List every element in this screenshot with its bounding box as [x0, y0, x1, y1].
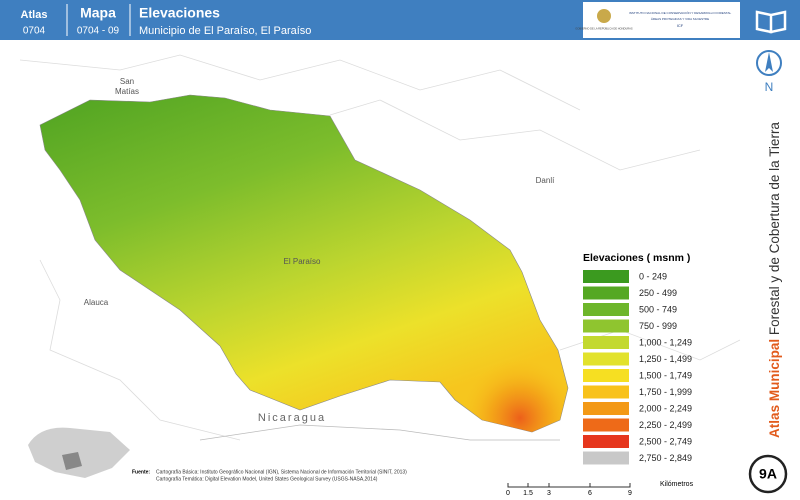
source-line: Cartografía Básica: Instituto Geográfico… [156, 469, 407, 475]
footer: Fuente: Cartografía Básica: Instituto Ge… [28, 427, 407, 482]
legend-label: 1,250 - 1,499 [639, 354, 692, 364]
legend-label: 2,000 - 2,249 [639, 403, 692, 413]
place-label: El Paraíso [284, 257, 321, 266]
municipality [39, 94, 569, 433]
scale-tick-label: 6 [588, 490, 592, 497]
boundary [19, 54, 581, 111]
place-label: Matías [115, 87, 139, 96]
legend-title: Elevaciones ( msnm ) [583, 252, 690, 264]
scale-unit: Kilómetros [660, 481, 694, 488]
legend-label: 0 - 249 [639, 271, 667, 281]
page-number: 9A [759, 466, 777, 482]
places: San Matías Danlí El Paraíso Alauca Nicar… [84, 77, 555, 424]
book-icon [755, 10, 787, 34]
source-label: Fuente: [132, 469, 150, 475]
series-rest: Forestal y de Cobertura de la Tierra [767, 122, 782, 336]
scale-tick-label: 1.5 [523, 490, 533, 497]
logo-text: INSTITUTO NACIONAL DE CONSERVACIÓN Y DES… [629, 10, 732, 15]
legend-swatch [583, 336, 629, 349]
series-bold: Atlas Municipal [767, 339, 782, 438]
north-label: N [765, 80, 774, 94]
legend-label: 250 - 499 [639, 288, 677, 298]
border [199, 424, 560, 441]
legend-swatch [583, 418, 629, 432]
place-label: Alauca [84, 298, 109, 307]
legend-label: 500 - 749 [639, 304, 677, 314]
atlas-code: 0704 [23, 26, 46, 37]
title: Elevaciones [139, 5, 220, 21]
logo-text: ICF [677, 23, 684, 28]
map-label: Mapa [80, 5, 116, 21]
legend: Elevaciones ( msnm ) 0 - 249 250 - 499 500… [583, 252, 692, 465]
legend-label: 750 - 999 [639, 321, 677, 331]
north-circle [756, 50, 782, 76]
high-elevation [40, 95, 568, 432]
legend-swatch [583, 319, 629, 333]
place-label: Danlí [536, 176, 555, 185]
book-box [745, 0, 800, 40]
legend-swatch [583, 435, 629, 448]
logo-text: ÁREAS PROTEGIDAS Y VIDA SILVESTRE [651, 17, 709, 21]
page-badge [748, 454, 788, 494]
legend-swatch [583, 385, 629, 399]
scale-bar: Kilómetros 0 1.5 3 6 9 [506, 481, 694, 497]
legend-swatch [583, 270, 629, 283]
legend-swatch [583, 402, 629, 415]
legend-swatch [583, 303, 629, 316]
legend-label: 1,000 - 1,249 [639, 337, 692, 347]
legend-swatch [583, 352, 629, 366]
sidebar: N Atlas Municipal Forestal y de Cobertur… [745, 0, 800, 494]
coat-of-arms [597, 9, 611, 23]
legend-swatch [583, 286, 629, 300]
place-label: San [120, 77, 134, 86]
legend-label: 2,250 - 2,499 [639, 420, 692, 430]
logo-text: GOBIERNO DE LA REPÚBLICA DE HONDURAS [575, 26, 632, 31]
north-arrow [765, 52, 773, 72]
legend-label: 1,750 - 1,999 [639, 387, 692, 397]
subtitle: Municipio de El Paraíso, El Paraíso [139, 25, 311, 37]
scale-tick-label: 0 [506, 490, 510, 497]
atlas-label: Atlas [21, 9, 48, 21]
legend-label: 1,500 - 1,749 [639, 370, 692, 380]
country-label: Nicaragua [258, 412, 326, 424]
map-code: 0704 - 09 [77, 26, 120, 37]
legend-label: 2,500 - 2,749 [639, 436, 692, 446]
legend-swatch [583, 369, 629, 382]
inset-map [28, 427, 130, 478]
scale-tick-label: 9 [628, 490, 632, 497]
scale-tick-label: 3 [547, 490, 551, 497]
source-line: Cartografía Temática: Digital Elevation … [156, 476, 378, 482]
inset-highlight [62, 452, 82, 470]
legend-swatch [583, 451, 629, 465]
boundary [329, 99, 701, 171]
legend-label: 2,750 - 2,849 [639, 453, 692, 463]
boundary [39, 259, 241, 441]
series-title: Atlas Municipal Forestal y de Cobertura … [767, 122, 782, 438]
header: Atlas 0704 Mapa 0704 - 09 Elevaciones Mu… [0, 0, 745, 40]
